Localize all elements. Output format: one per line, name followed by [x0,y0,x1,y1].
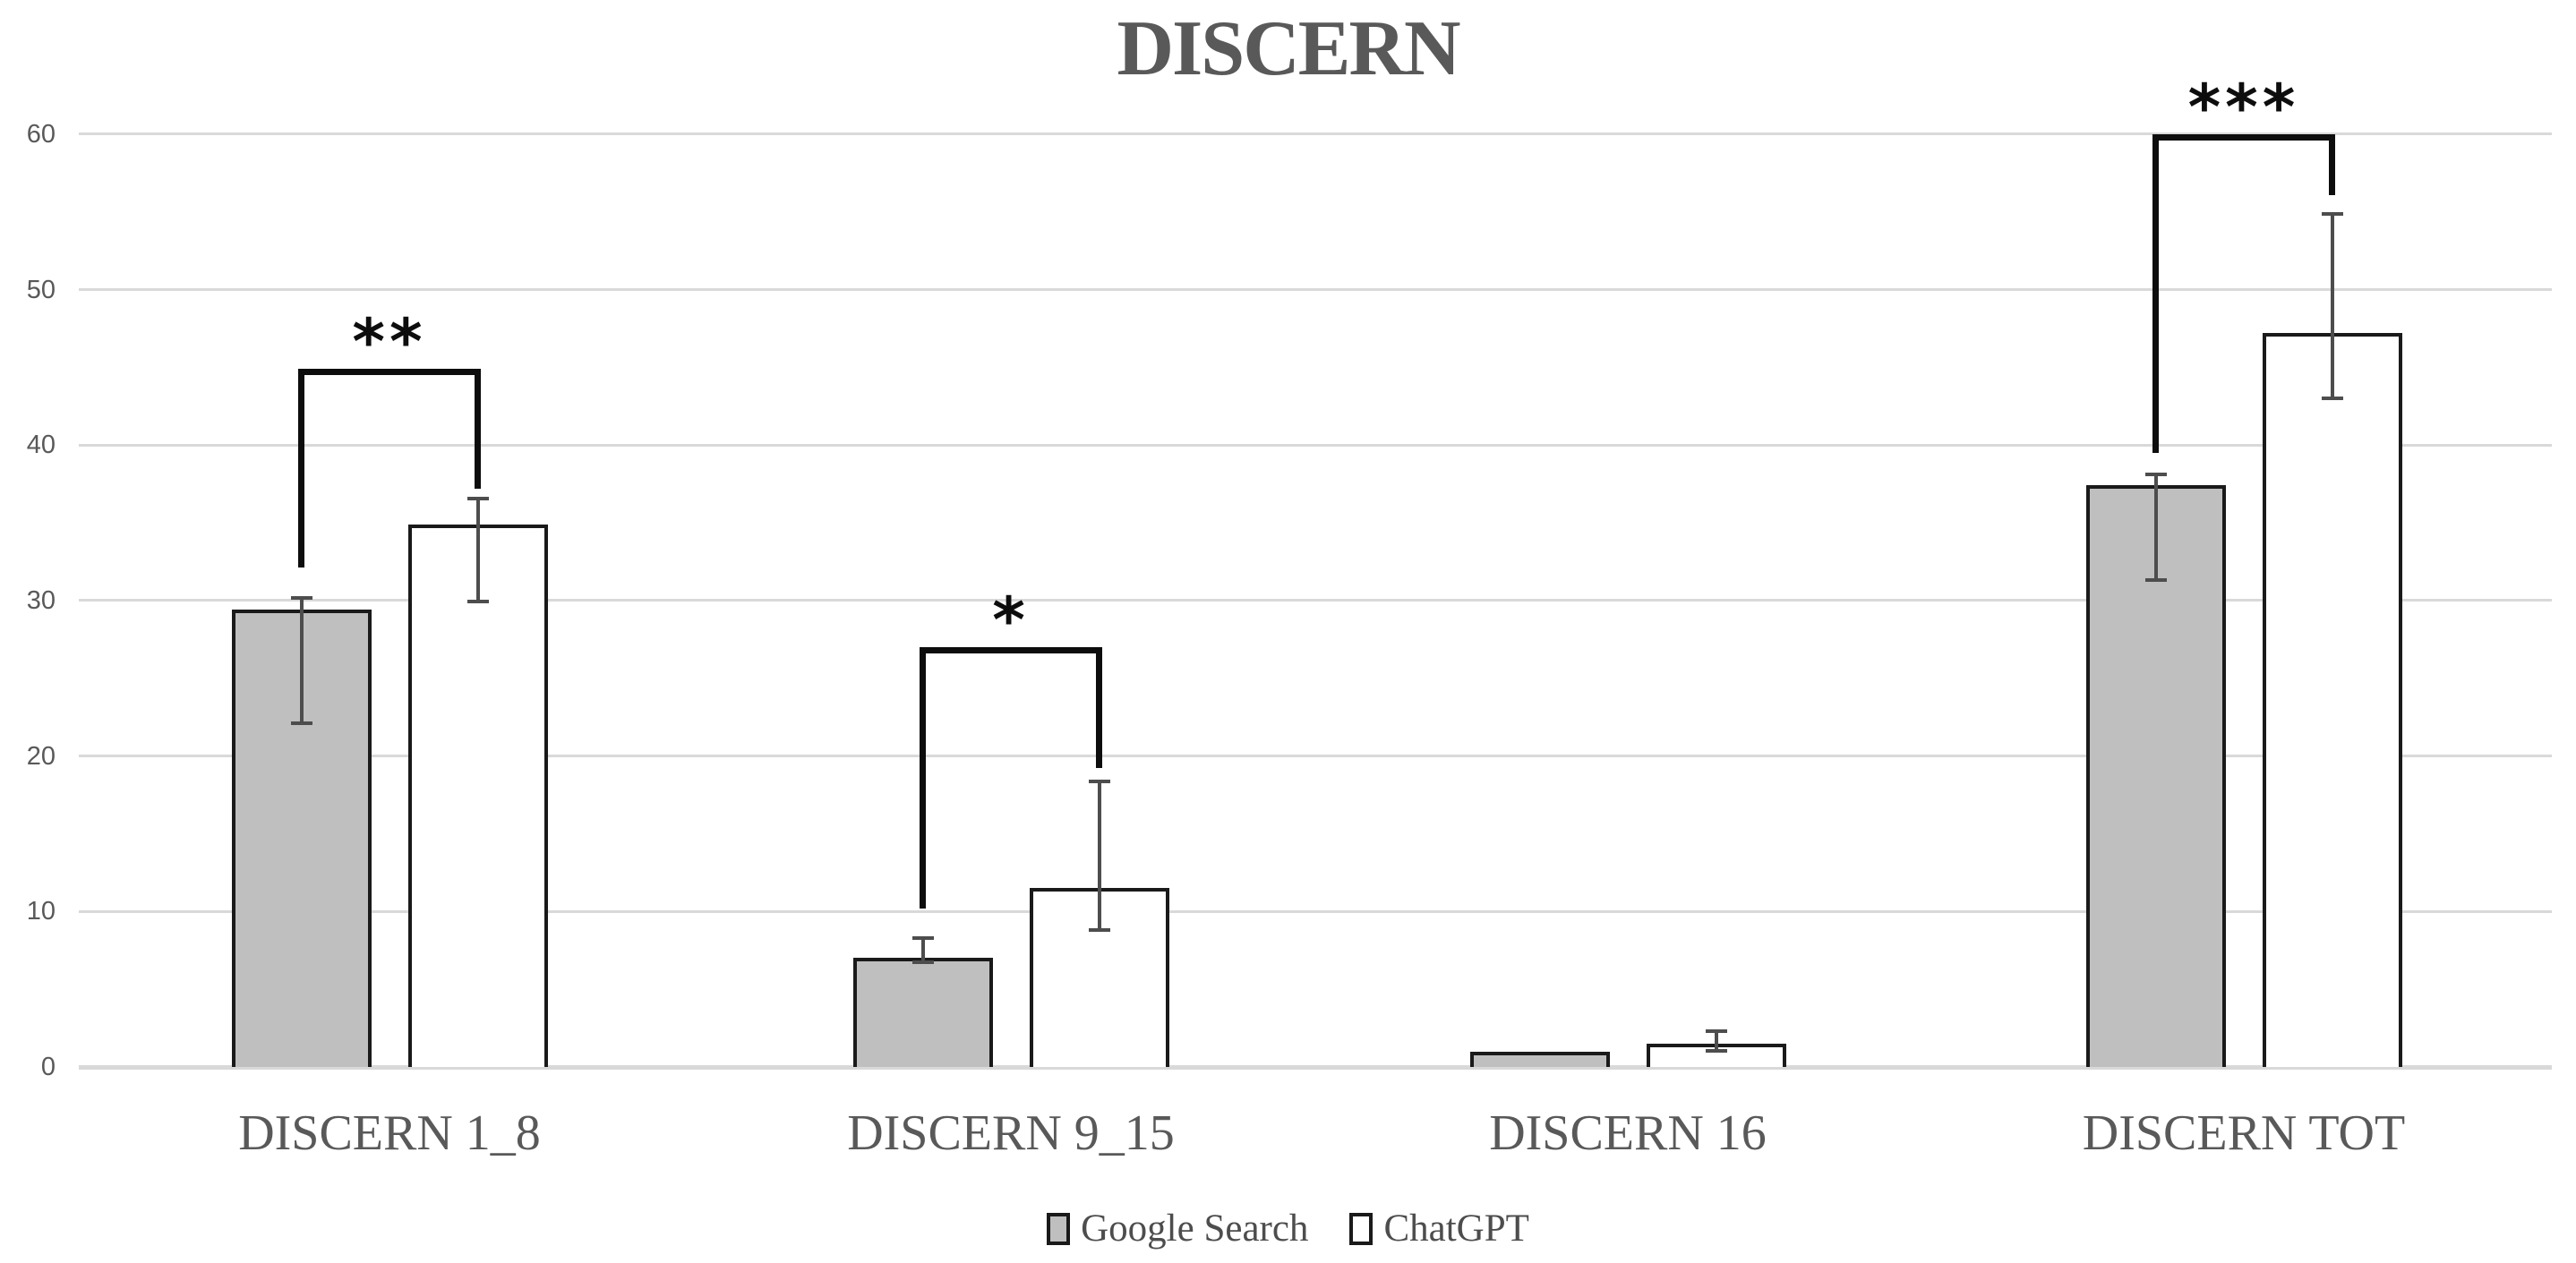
significance-bracket-arm [298,369,304,568]
significance-label: * [992,583,1030,657]
y-tick-label: 40 [26,431,56,460]
bar-chatgpt [2262,333,2402,1067]
category-label: DISCERN TOT [2082,1105,2406,1161]
error-bar-part [920,936,925,965]
significance-label: ** [352,305,427,380]
error-bar-part [475,496,480,604]
x-axis-line [79,1064,2552,1070]
bar-chatgpt [407,524,548,1067]
y-tick-label: 30 [26,585,56,615]
significance-bracket-arm [1096,646,1102,769]
y-tick-label: 20 [26,741,56,771]
gridline [79,132,2552,136]
significance-bracket-arm [2152,133,2159,453]
significance-bracket-arm [2329,133,2335,195]
bar-google-search [852,958,993,1067]
legend-item-chatgpt: ChatGPT [1349,1207,1529,1250]
legend-swatch-icon [1047,1212,1071,1245]
error-bar [911,936,934,965]
bar-google-search [2085,485,2226,1067]
error-bar [1705,1029,1727,1054]
y-tick-label: 50 [26,275,56,304]
significance-bracket [920,646,1102,653]
bar-google-search [1469,1051,1610,1067]
category-label: DISCERN 9_15 [847,1105,1175,1161]
error-bar-part [2153,473,2158,583]
error-bar-part [1097,779,1101,932]
y-tick-label: 10 [26,897,56,926]
significance-label: *** [2187,70,2300,144]
y-tick-label: 60 [26,119,56,149]
category-label: DISCERN 1_8 [238,1105,541,1161]
gridline [79,755,2552,758]
legend-item-google-search: Google Search [1047,1207,1308,1250]
error-bar [1088,779,1110,932]
error-bar [2321,211,2343,400]
legend: Google Search ChatGPT [0,1207,2576,1250]
significance-bracket [2152,133,2335,141]
gridline [79,599,2552,602]
significance-bracket [298,369,481,376]
gridline [79,443,2552,447]
error-bar-part [2330,211,2334,400]
error-bar [290,595,312,725]
chart-title: DISCERN [1117,5,1460,92]
gridline [79,909,2552,913]
error-bar [466,496,489,604]
error-bar-part [1714,1029,1718,1054]
significance-bracket-arm [920,646,926,909]
category-label: DISCERN 16 [1489,1105,1767,1161]
error-bar [2144,473,2167,583]
legend-label: Google Search [1081,1208,1309,1250]
y-tick-label: 0 [40,1053,56,1081]
legend-label: ChatGPT [1383,1208,1529,1250]
significance-bracket-arm [475,369,481,489]
legend-swatch-icon [1349,1212,1374,1245]
gridline [79,288,2552,291]
error-bar-part [299,595,304,725]
